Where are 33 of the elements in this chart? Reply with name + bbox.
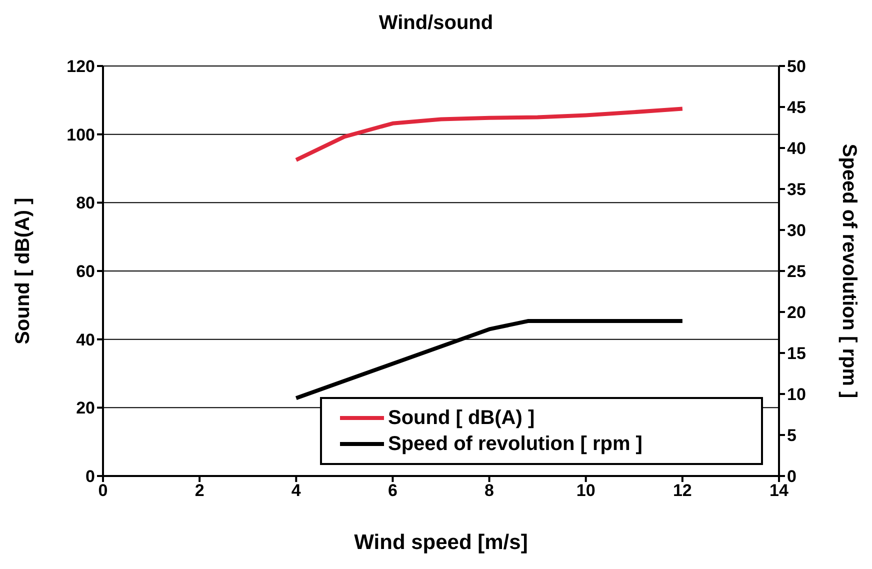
y2-tick-label: 5 — [787, 426, 796, 446]
y2-tick-label: 40 — [787, 139, 806, 158]
x-tick-label: 0 — [98, 481, 108, 500]
y2-tick-label: 30 — [787, 221, 806, 240]
y2-tick-label: 25 — [787, 262, 806, 282]
y-tick-label: 0 — [86, 467, 95, 486]
y2-tick-label: 20 — [787, 303, 806, 322]
x-tick-label: 6 — [388, 481, 398, 500]
y2-axis-title: Speed of revolution [ rpm ] — [838, 144, 860, 398]
y2-tick-label: 10 — [787, 385, 806, 404]
x-tick-label: 2 — [194, 481, 204, 500]
y2-tick-label: 35 — [787, 180, 806, 200]
x-axis-title: Wind speed [m/s] — [354, 531, 528, 554]
legend-label: Speed of revolution [ rpm ] — [388, 432, 642, 457]
legend-label: Sound [ dB(A) ] — [388, 406, 535, 431]
y2-tick-label: 50 — [787, 57, 806, 76]
x-tick-label: 8 — [484, 481, 494, 500]
y-tick-label: 40 — [76, 330, 95, 350]
y-tick-label: 60 — [76, 262, 95, 282]
chart-title: Wind/sound — [378, 12, 494, 35]
y-tick-label: 80 — [76, 194, 95, 213]
y-axis-title: Sound [ dB(A) ] — [12, 198, 34, 344]
x-tick-label: 12 — [672, 481, 692, 500]
x-tick-label: 14 — [770, 481, 789, 500]
line-series — [294, 106, 684, 162]
y2-tick-label: 0 — [787, 467, 796, 486]
y2-tick-label: 45 — [787, 98, 806, 118]
y-tick-label: 100 — [66, 125, 95, 144]
x-tick-label: 10 — [576, 481, 596, 500]
y-tick-label: 20 — [76, 398, 95, 418]
y2-tick-label: 15 — [787, 344, 806, 364]
x-tick-label: 4 — [291, 481, 302, 500]
y-tick-label: 120 — [66, 57, 95, 76]
